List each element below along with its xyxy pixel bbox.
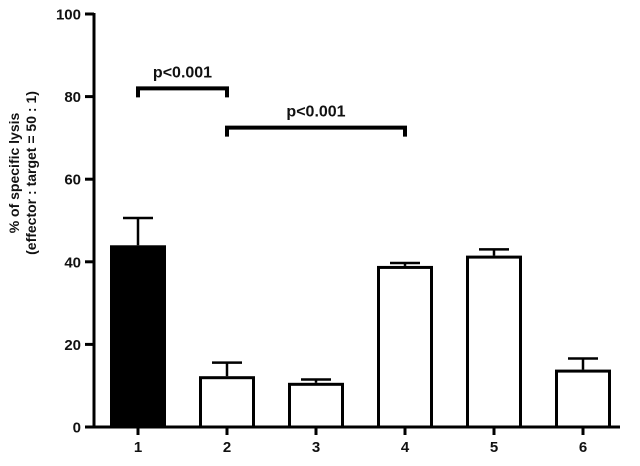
x-tick-label: 2 [223, 439, 231, 456]
y-tick-label: 20 [64, 337, 81, 354]
y-axis-label-subtitle: (effector : target = 50 : 1) [23, 91, 39, 255]
significance-label: p<0.001 [153, 64, 212, 81]
y-tick-label: 0 [73, 420, 81, 437]
y-axis-title: % of specific lysis (effector : target =… [6, 91, 39, 255]
y-tick-label: 80 [64, 89, 81, 106]
bar [555, 369, 611, 429]
x-tick-label: 1 [134, 439, 142, 456]
x-tick-label: 4 [401, 439, 410, 456]
plot-area: 0 20 40 60 80 100 1 2 3 4 5 6 p<0.001 p<0.001 [56, 7, 620, 456]
y-tick-label: 60 [64, 172, 81, 189]
significance-bracket [225, 125, 407, 137]
bar [110, 245, 166, 429]
y-axis-label: % of specific lysis [6, 112, 22, 233]
bar [199, 376, 255, 429]
x-tick-label: 5 [490, 439, 498, 456]
significance-bracket [136, 86, 229, 98]
bar [377, 265, 433, 429]
x-tick-label: 6 [579, 439, 587, 456]
x-tick-label: 3 [312, 439, 320, 456]
bar [466, 255, 522, 429]
y-tick-label: 100 [56, 7, 81, 24]
y-tick-label: 40 [64, 254, 81, 271]
significance-label: p<0.001 [286, 104, 345, 121]
bar [288, 382, 344, 429]
